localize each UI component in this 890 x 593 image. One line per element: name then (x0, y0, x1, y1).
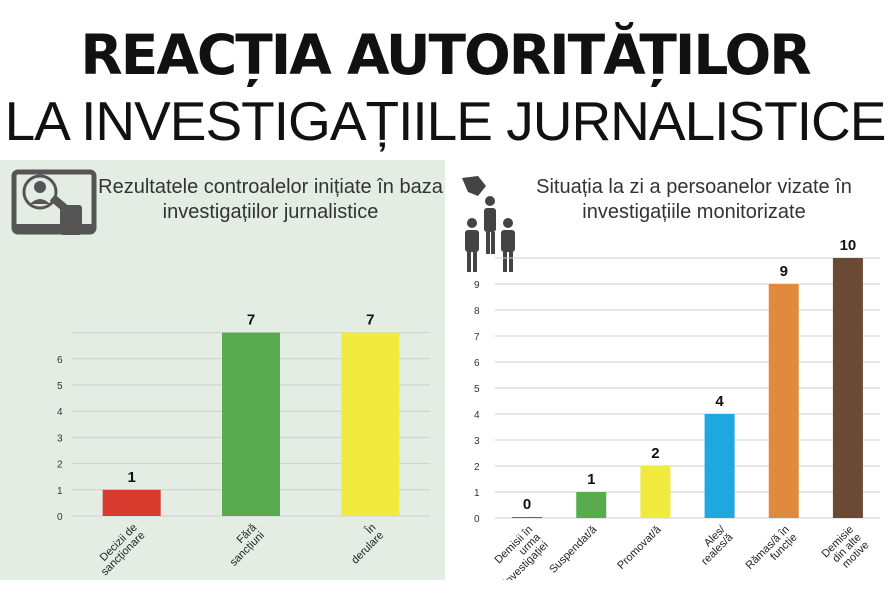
left-chart-y-tick-label: 0 (57, 512, 63, 523)
left-chart-y-tick-label: 6 (57, 355, 63, 366)
right-chart-bar (768, 284, 799, 518)
right-chart-data-label: 1 (587, 471, 595, 488)
right-chart-y-tick-label: 8 (474, 306, 480, 317)
page-title-line-2: LA INVESTIGAȚIILE JURNALISTICE (4, 90, 887, 152)
left-chart-y-tick-label: 3 (57, 433, 63, 444)
right-chart-y-tick-label: 3 (474, 436, 480, 447)
page-title-line-1: REACȚIA AUTORITĂȚILOR (80, 23, 811, 87)
right-chart-category-label: Ales/reales/ă (692, 523, 737, 568)
left-chart-y-tick-label: 4 (57, 407, 63, 418)
right-chart-y-tick-label: 7 (474, 332, 480, 343)
right-chart-bar (832, 258, 863, 518)
right-chart-category-label: Demisii înurmainvestigației (486, 523, 551, 588)
right-chart-y-tick-label: 9 (474, 280, 480, 291)
right-chart-y-tick-label: 6 (474, 358, 480, 369)
left-chart-bar (222, 332, 280, 516)
right-chart-bar (576, 492, 607, 518)
left-chart-y-tick-label: 5 (57, 381, 63, 392)
left-chart-bar (341, 332, 400, 516)
right-chart-data-label: 4 (715, 393, 724, 410)
left-chart-data-label: 7 (366, 312, 374, 329)
right-chart-y-tick-label: 2 (474, 462, 480, 473)
left-chart-bar (102, 489, 161, 516)
right-chart-subtitle: Situația la zi a persoanelor vizate în i… (536, 176, 852, 223)
right-chart-bar (640, 466, 671, 518)
left-chart-y-tick-label: 2 (57, 460, 63, 471)
right-chart-y-tick-label: 0 (474, 514, 480, 525)
right-chart-bar (512, 517, 543, 518)
right-chart-data-label: 0 (523, 496, 531, 513)
footer-strip (0, 580, 890, 593)
right-chart-y-tick-label: 1 (474, 488, 480, 499)
left-chart-data-label: 1 (127, 469, 135, 486)
right-chart-bar (704, 414, 735, 518)
right-chart-y-tick-label: 5 (474, 384, 480, 395)
right-chart-y-tick-label: 4 (474, 410, 480, 421)
left-chart-data-label: 7 (247, 312, 255, 329)
right-chart-category-label: Suspendat/ă (547, 523, 600, 576)
right-chart-category-label: Rămas/ă înfuncție (744, 524, 800, 580)
right-chart-category-label: Promovat/ă (615, 523, 664, 572)
right-chart-data-label: 2 (651, 445, 659, 462)
left-chart-y-tick-label: 1 (57, 486, 63, 497)
right-chart-data-label: 9 (780, 263, 788, 280)
right-chart-category-label: Demisiedin altemotive (819, 524, 871, 576)
left-chart-subtitle: Rezultatele controalelor inițiate în baz… (98, 176, 443, 223)
right-chart-data-label: 10 (840, 237, 857, 254)
